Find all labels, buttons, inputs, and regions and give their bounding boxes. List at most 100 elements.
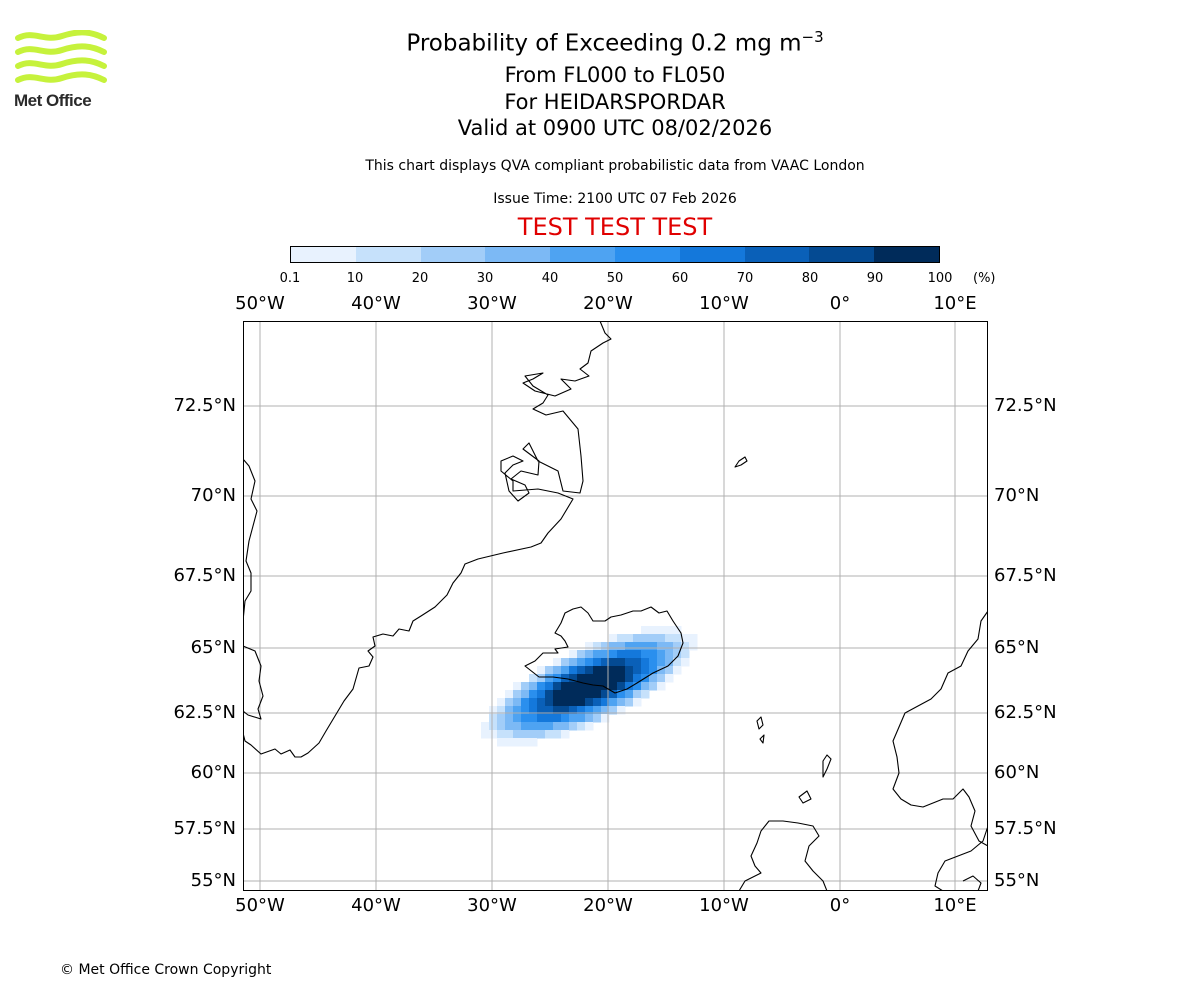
ash-probability-cell [609,682,618,691]
colorbar-tick-label: 90 [866,271,884,286]
ash-probability-cell [649,658,658,667]
ash-probability-cell [577,682,586,691]
ash-probability-cell [529,690,538,699]
ash-probability-cell [673,642,682,651]
ash-probability-cell [577,690,586,699]
ash-probability-cell [521,682,530,691]
latitude-label: 55°N [190,870,236,891]
longitude-label: 30°W [467,293,517,314]
ash-probability-cell [625,682,634,691]
ash-probability-cell [553,714,562,723]
ash-probability-cell [609,642,618,651]
ash-probability-cell [553,706,562,715]
ash-probability-cell [569,714,578,723]
longitude-label: 30°W [467,895,517,916]
ash-probability-cell [681,634,690,643]
ash-probability-cell [553,658,562,667]
met-office-logo-text: Met Office [14,91,92,110]
ash-probability-cell [673,666,682,675]
ash-probability-cell [577,698,586,707]
ash-probability-cell [585,642,594,651]
ash-probability-cell [569,674,578,683]
ash-probability-cell [649,642,658,651]
ash-probability-cell [641,650,650,659]
ash-probability-cell [609,658,618,667]
ash-probability-cell [537,682,546,691]
ash-probability-cell [569,698,578,707]
ash-probability-cell [561,666,570,675]
colorbar-tick-label: 50 [606,271,624,286]
colorbar-tick-label: 10 [346,271,364,286]
ash-probability-cell [577,666,586,675]
ash-probability-cell [481,722,490,731]
ash-probability-cell [569,650,578,659]
ash-probability-cell [593,674,602,683]
ash-probability-cell [505,738,514,747]
ash-probability-field [481,626,698,747]
ash-probability-cell [625,658,634,667]
colorbar-tick-label: 30 [476,271,494,286]
latitude-label: 67.5°N [994,565,1057,586]
ash-probability-cell [481,730,490,739]
ash-probability-cell [657,666,666,675]
faroe-coastline [756,716,765,744]
ash-probability-cell [529,730,538,739]
ash-probability-cell [649,650,658,659]
ash-probability-cell [521,698,530,707]
ash-probability-cell [537,690,546,699]
ash-probability-cell [601,690,610,699]
ash-probability-cell [497,722,506,731]
ash-probability-cell [585,706,594,715]
ash-probability-cell [609,650,618,659]
ash-probability-cell [625,634,634,643]
ash-probability-cell [585,698,594,707]
ash-probability-cell [657,658,666,667]
ash-probability-cell [545,690,554,699]
ash-probability-cell [649,626,658,635]
ash-probability-cell [641,634,650,643]
ash-probability-cell [673,658,682,667]
colorbar-tick-label: 20 [411,271,429,286]
ash-probability-cell [545,698,554,707]
ash-probability-cell [673,650,682,659]
ash-probability-cell [537,666,546,675]
ash-probability-cell [585,722,594,731]
ash-probability-cell [537,706,546,715]
ash-probability-cell [625,698,634,707]
ash-probability-cell [665,650,674,659]
ash-probability-cell [537,674,546,683]
ash-probability-cell [561,722,570,731]
latitude-label: 70°N [994,485,1040,506]
ash-probability-cell [617,650,626,659]
ash-probability-cell [609,674,618,683]
ash-probability-cell [505,706,514,715]
ash-probability-cell [617,674,626,683]
ash-probability-cell [513,698,522,707]
ash-probability-cell [529,722,538,731]
longitude-label: 0° [829,293,851,314]
longitude-label: 40°W [351,293,401,314]
ash-probability-cell [569,658,578,667]
greenland-coastline [243,321,612,758]
ash-probability-cell [521,738,530,747]
ash-probability-cell [513,690,522,699]
latitude-label: 72.5°N [173,395,236,416]
ash-probability-cell [593,706,602,715]
ash-probability-cell [561,714,570,723]
ash-probability-cell [689,634,698,643]
met-office-logo-icon [15,30,107,83]
ash-probability-cell [593,698,602,707]
shetland-coastline [822,754,832,778]
coastlines [243,321,988,891]
ash-probability-cell [505,722,514,731]
ash-probability-cell [609,666,618,675]
issue-time: Issue Time: 2100 UTC 07 Feb 2026 [493,191,737,207]
ash-probability-cell [649,634,658,643]
ash-probability-cell [561,730,570,739]
ash-probability-cell [545,714,554,723]
ash-probability-cell [553,674,562,683]
flight-level-range: From FL000 to FL050 [504,63,726,87]
latitude-label: 57.5°N [994,818,1057,839]
greenland-west-coastline [243,458,264,720]
iceland-coastline [524,606,684,694]
